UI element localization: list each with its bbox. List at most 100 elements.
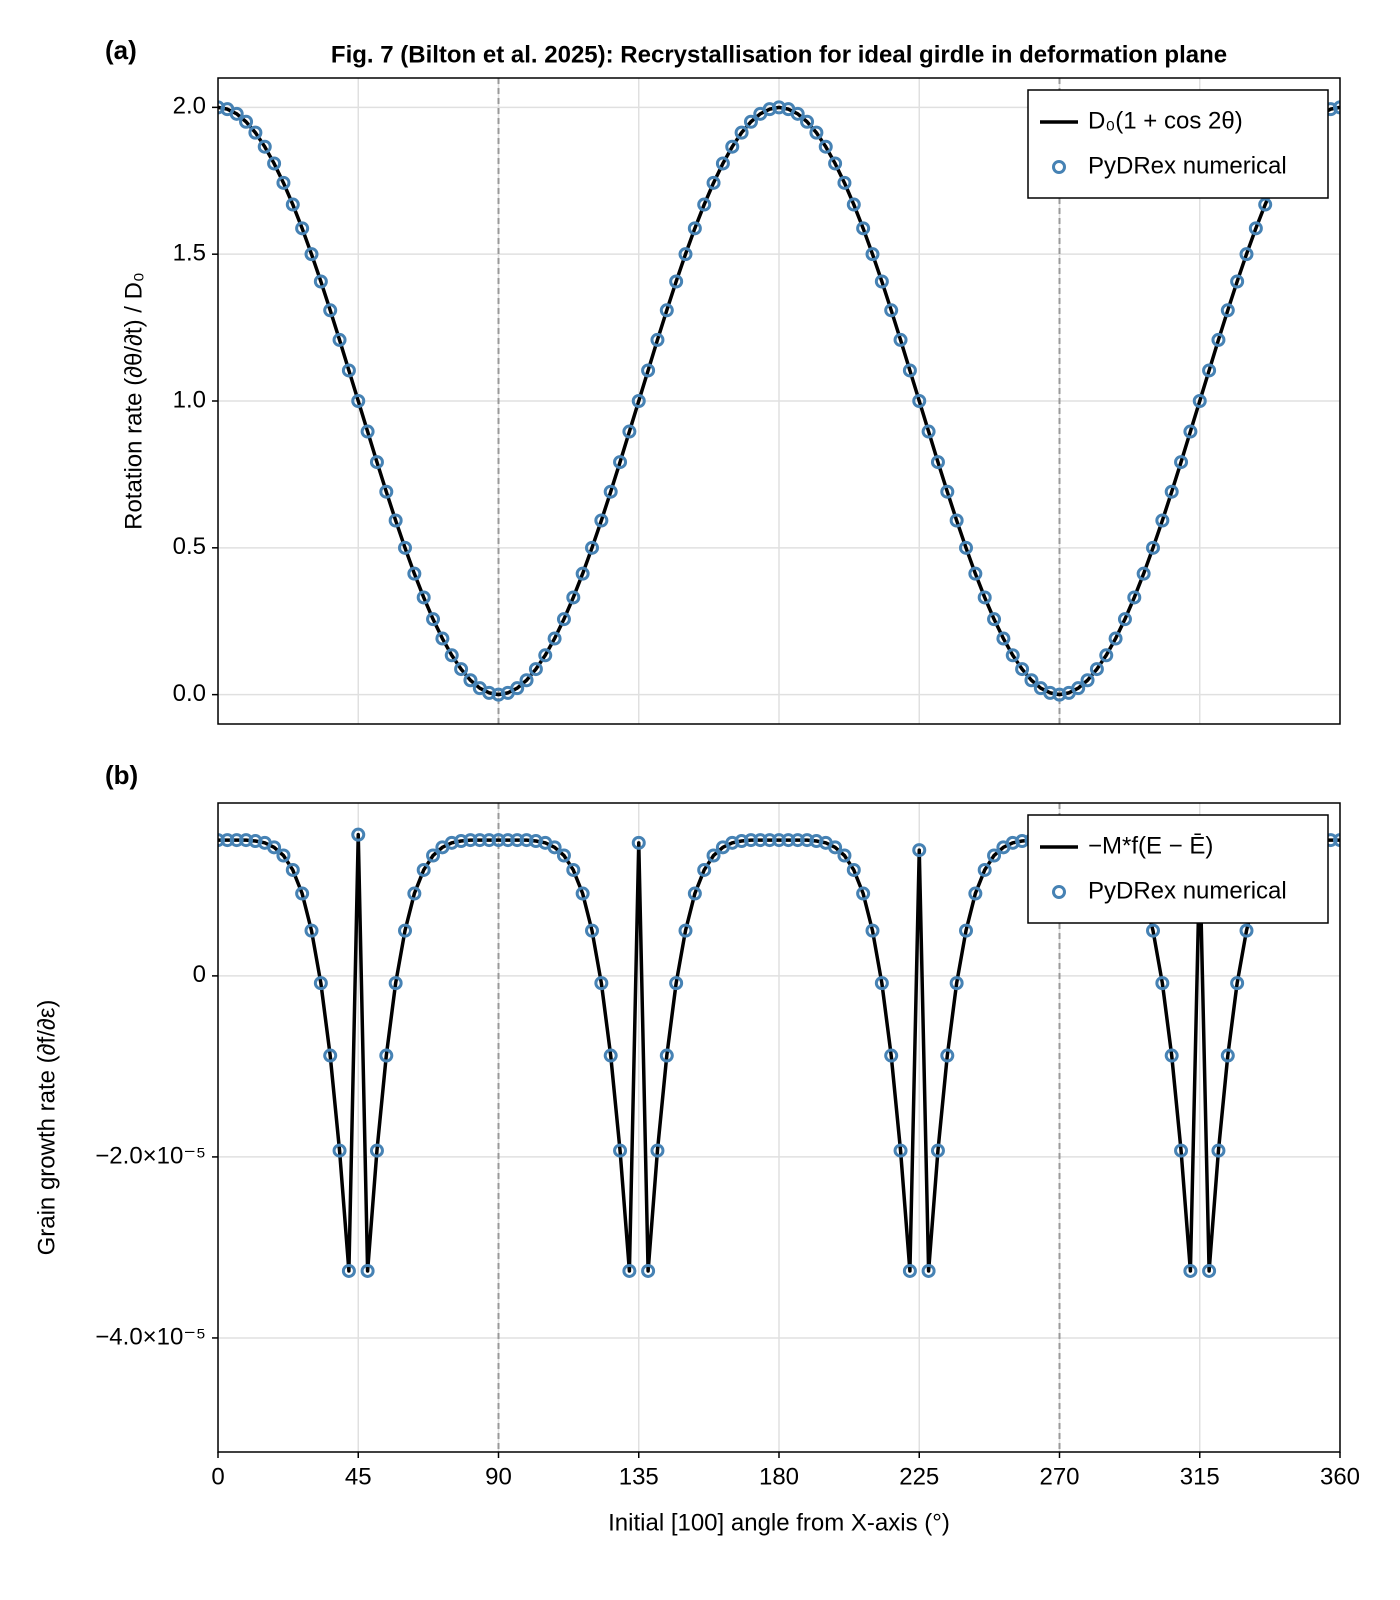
data-point [218,833,225,848]
data-point [762,833,777,848]
y-axis-label: Grain growth rate (∂f/∂ε) [33,1000,60,1256]
data-point [1220,303,1235,318]
data-point [369,1143,384,1158]
data-point [800,114,815,129]
data-point [566,590,581,605]
data-point [828,156,843,171]
data-point [1174,455,1189,470]
data-point [463,833,478,848]
data-point [304,923,319,938]
data-point [426,612,441,627]
data-point [1183,1263,1198,1278]
data-point [687,221,702,236]
data-point [622,424,637,439]
data-point [921,1263,936,1278]
data-point [388,513,403,528]
data-point [902,1263,917,1278]
data-point [874,274,889,289]
x-tick-label: 360 [1320,1463,1360,1490]
legend-box [1027,814,1329,924]
panel-label: (b) [105,760,138,790]
x-tick-label: 45 [345,1463,372,1490]
data-point [874,976,889,991]
data-point [1155,513,1170,528]
data-point [510,833,525,848]
data-point [239,114,254,129]
x-tick-label: 315 [1180,1463,1220,1490]
data-point [1230,274,1245,289]
data-point [968,566,983,581]
data-point [351,827,366,842]
data-point [977,862,992,877]
data-point [547,840,562,855]
data-point [547,631,562,646]
data-point [631,835,646,850]
data-point [1099,648,1114,663]
data-point [893,332,908,347]
data-point [556,848,571,863]
y-tick-label: 0.5 [173,533,206,560]
data-point [1146,923,1160,938]
data-point [295,221,310,236]
data-point [1174,1143,1189,1158]
data-point [1117,612,1132,627]
data-point [949,976,964,991]
data-point [940,484,955,499]
data-point [1015,662,1030,677]
data-point [285,862,300,877]
data-point [930,455,945,470]
data-point [987,612,1002,627]
y-tick-label: 0.0 [173,680,206,707]
data-point [369,455,384,470]
data-point [267,840,282,855]
data-point [659,303,674,318]
data-point [323,1048,338,1063]
data-point [940,1048,955,1063]
data-point [229,833,244,848]
data-point [454,834,469,849]
data-point [313,976,328,991]
data-point [1211,332,1226,347]
legend: D₀(1 + cos 2θ) PyDRex numerical [1027,89,1329,199]
data-point [1164,484,1179,499]
data-point [435,631,450,646]
data-point [959,923,973,938]
y-tick-label: 1.5 [173,240,206,267]
data-point [594,513,609,528]
y-tick-label: 1.0 [173,386,206,413]
data-point [846,862,861,877]
data-point [659,1048,674,1063]
data-point [902,363,917,378]
chart-title: Fig. 7 (Bilton et al. 2025): Recrystalli… [331,41,1227,68]
data-point [1183,424,1198,439]
data-point [267,156,282,171]
data-point [622,1263,637,1278]
data-point [285,197,300,212]
data-point [641,363,656,378]
legend-swatch [1052,160,1066,174]
data-point [257,139,272,154]
x-tick-label: 90 [485,1463,512,1490]
data-point [1202,1263,1217,1278]
data-point [678,923,693,938]
data-point [398,923,412,938]
y-tick-label: −2.0×10⁻⁵ [95,1142,206,1169]
data-point [837,175,852,190]
data-point [332,1143,347,1158]
data-point [398,540,412,555]
data-point [528,662,543,677]
data-point [416,590,431,605]
series-line [218,105,1340,697]
data-point [1239,247,1254,262]
data-point [1220,1048,1235,1063]
data-point [912,394,927,408]
data-point [613,455,628,470]
data-point [239,833,254,848]
data-point [809,125,824,140]
x-axis-label: Initial [100] angle from X-axis (°) [608,1509,950,1536]
legend-box [1027,89,1329,199]
data-point [248,125,263,140]
y-tick-label: −4.0×10⁻⁵ [95,1323,206,1350]
panel-label: (a) [105,35,137,65]
